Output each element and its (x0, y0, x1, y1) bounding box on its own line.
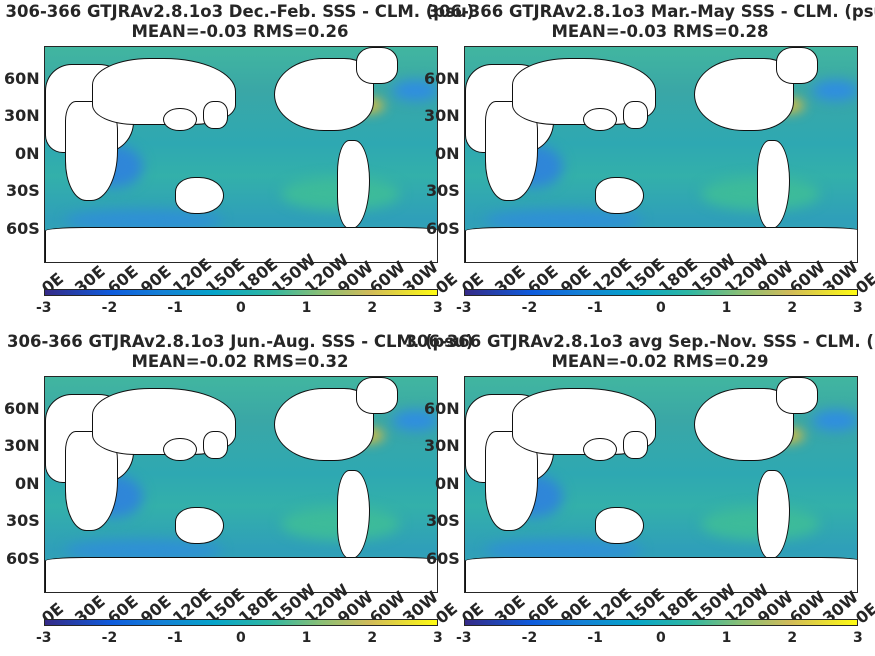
anomaly-patch (64, 209, 223, 232)
panel-title: 306-366 GTJRAv2.8.1o3 Mar.-May SSS - CLM… (427, 2, 875, 21)
colorbar (464, 619, 858, 626)
colorbar-tick-label: 1 (721, 300, 732, 316)
colorbar-tick-label: 3 (433, 630, 443, 646)
anomaly-patch (484, 209, 643, 232)
y-tick-label: 60S (426, 549, 460, 568)
colorbar-tick-label: 2 (787, 630, 798, 646)
colorbar-tick-label: -2 (101, 300, 118, 316)
landmass (336, 470, 371, 560)
colorbar-tick-label: -3 (456, 300, 472, 316)
landmass (356, 377, 398, 414)
anomaly-patch (484, 539, 643, 562)
y-tick-label: 0N (15, 144, 40, 163)
y-tick-label: 30S (426, 511, 460, 530)
colorbar-tick-label: 1 (301, 630, 312, 646)
y-tick-label: 60S (426, 219, 460, 238)
sss-anomaly-map (464, 376, 858, 593)
y-tick-label: 60N (424, 399, 460, 418)
landmass (595, 507, 645, 544)
y-tick-label: 30N (424, 436, 460, 455)
landmass (776, 377, 818, 414)
landmass (163, 107, 197, 132)
colorbar-tick-label: -3 (36, 630, 52, 646)
y-tick-label: 60S (6, 549, 40, 568)
landmass (465, 557, 857, 592)
anomaly-patch (811, 409, 857, 432)
y-tick-label: 30S (6, 181, 40, 200)
y-tick-label: 60S (6, 219, 40, 238)
colorbar-tick-label: 3 (853, 300, 863, 316)
landmass (756, 140, 791, 230)
y-tick-label: 30S (426, 181, 460, 200)
colorbar-tick-label: 1 (301, 300, 312, 316)
colorbar-tick-label: -1 (587, 630, 603, 646)
panel-title: 306-366 GTJRAv2.8.1o3 Jun.-Aug. SSS - CL… (7, 332, 474, 351)
landmass (175, 507, 225, 544)
landmass (175, 177, 225, 214)
colorbar-tick-label: 3 (853, 630, 863, 646)
y-tick-label: 30N (424, 106, 460, 125)
anomaly-patch (811, 79, 857, 102)
colorbar (44, 619, 438, 626)
colorbar-tick-label: -2 (521, 300, 538, 316)
landmass (45, 227, 437, 262)
colorbar (464, 289, 858, 296)
landmass (465, 227, 857, 262)
anomaly-patch (391, 79, 437, 102)
colorbar (44, 289, 438, 296)
y-tick-label: 60N (4, 399, 40, 418)
colorbar-tick-label: -2 (101, 630, 118, 646)
colorbar-tick-label: -1 (167, 630, 183, 646)
y-tick-label: 0N (435, 474, 460, 493)
panel-title: 306-366 GTJRAv2.8.1o3 Dec.-Feb. SSS - CL… (5, 2, 475, 21)
y-tick-label: 30N (4, 106, 40, 125)
y-tick-label: 60N (4, 69, 40, 88)
colorbar-tick-label: 2 (367, 630, 378, 646)
colorbar-tick-label: -1 (587, 300, 603, 316)
y-tick-label: 60N (424, 69, 460, 88)
landmass (356, 47, 398, 84)
colorbar-tick-label: 2 (787, 300, 798, 316)
anomaly-patch (64, 539, 223, 562)
landmass (202, 101, 229, 130)
landmass (336, 140, 371, 230)
panel-stats: MEAN=-0.03 RMS=0.28 (551, 22, 769, 41)
y-tick-label: 0N (15, 474, 40, 493)
colorbar-tick-label: -3 (36, 300, 52, 316)
colorbar-tick-label: 0 (236, 630, 246, 646)
landmass (163, 437, 197, 462)
colorbar-tick-label: 3 (433, 300, 443, 316)
y-tick-label: 30S (6, 511, 40, 530)
landmass (622, 101, 649, 130)
y-tick-label: 30N (4, 436, 40, 455)
colorbar-tick-label: -1 (167, 300, 183, 316)
sss-anomaly-map (44, 376, 438, 593)
y-tick-label: 0N (435, 144, 460, 163)
sss-anomaly-map (44, 46, 438, 263)
landmass (583, 107, 617, 132)
panel-stats: MEAN=-0.02 RMS=0.29 (551, 352, 769, 371)
colorbar-tick-label: 1 (721, 630, 732, 646)
colorbar-tick-label: 0 (236, 300, 246, 316)
colorbar-tick-label: 0 (656, 300, 666, 316)
anomaly-patch (391, 409, 437, 432)
landmass (756, 470, 791, 560)
colorbar-tick-label: -2 (521, 630, 538, 646)
panel-title: 306-366 GTJRAv2.8.1o3 avg Sep.-Nov. SSS … (405, 332, 875, 351)
landmass (776, 47, 818, 84)
colorbar-tick-label: -3 (456, 630, 472, 646)
landmass (595, 177, 645, 214)
colorbar-tick-label: 0 (656, 630, 666, 646)
landmass (202, 431, 229, 460)
colorbar-tick-label: 2 (367, 300, 378, 316)
landmass (45, 557, 437, 592)
sss-anomaly-map (464, 46, 858, 263)
landmass (622, 431, 649, 460)
landmass (583, 437, 617, 462)
panel-stats: MEAN=-0.02 RMS=0.32 (131, 352, 349, 371)
panel-stats: MEAN=-0.03 RMS=0.26 (131, 22, 349, 41)
